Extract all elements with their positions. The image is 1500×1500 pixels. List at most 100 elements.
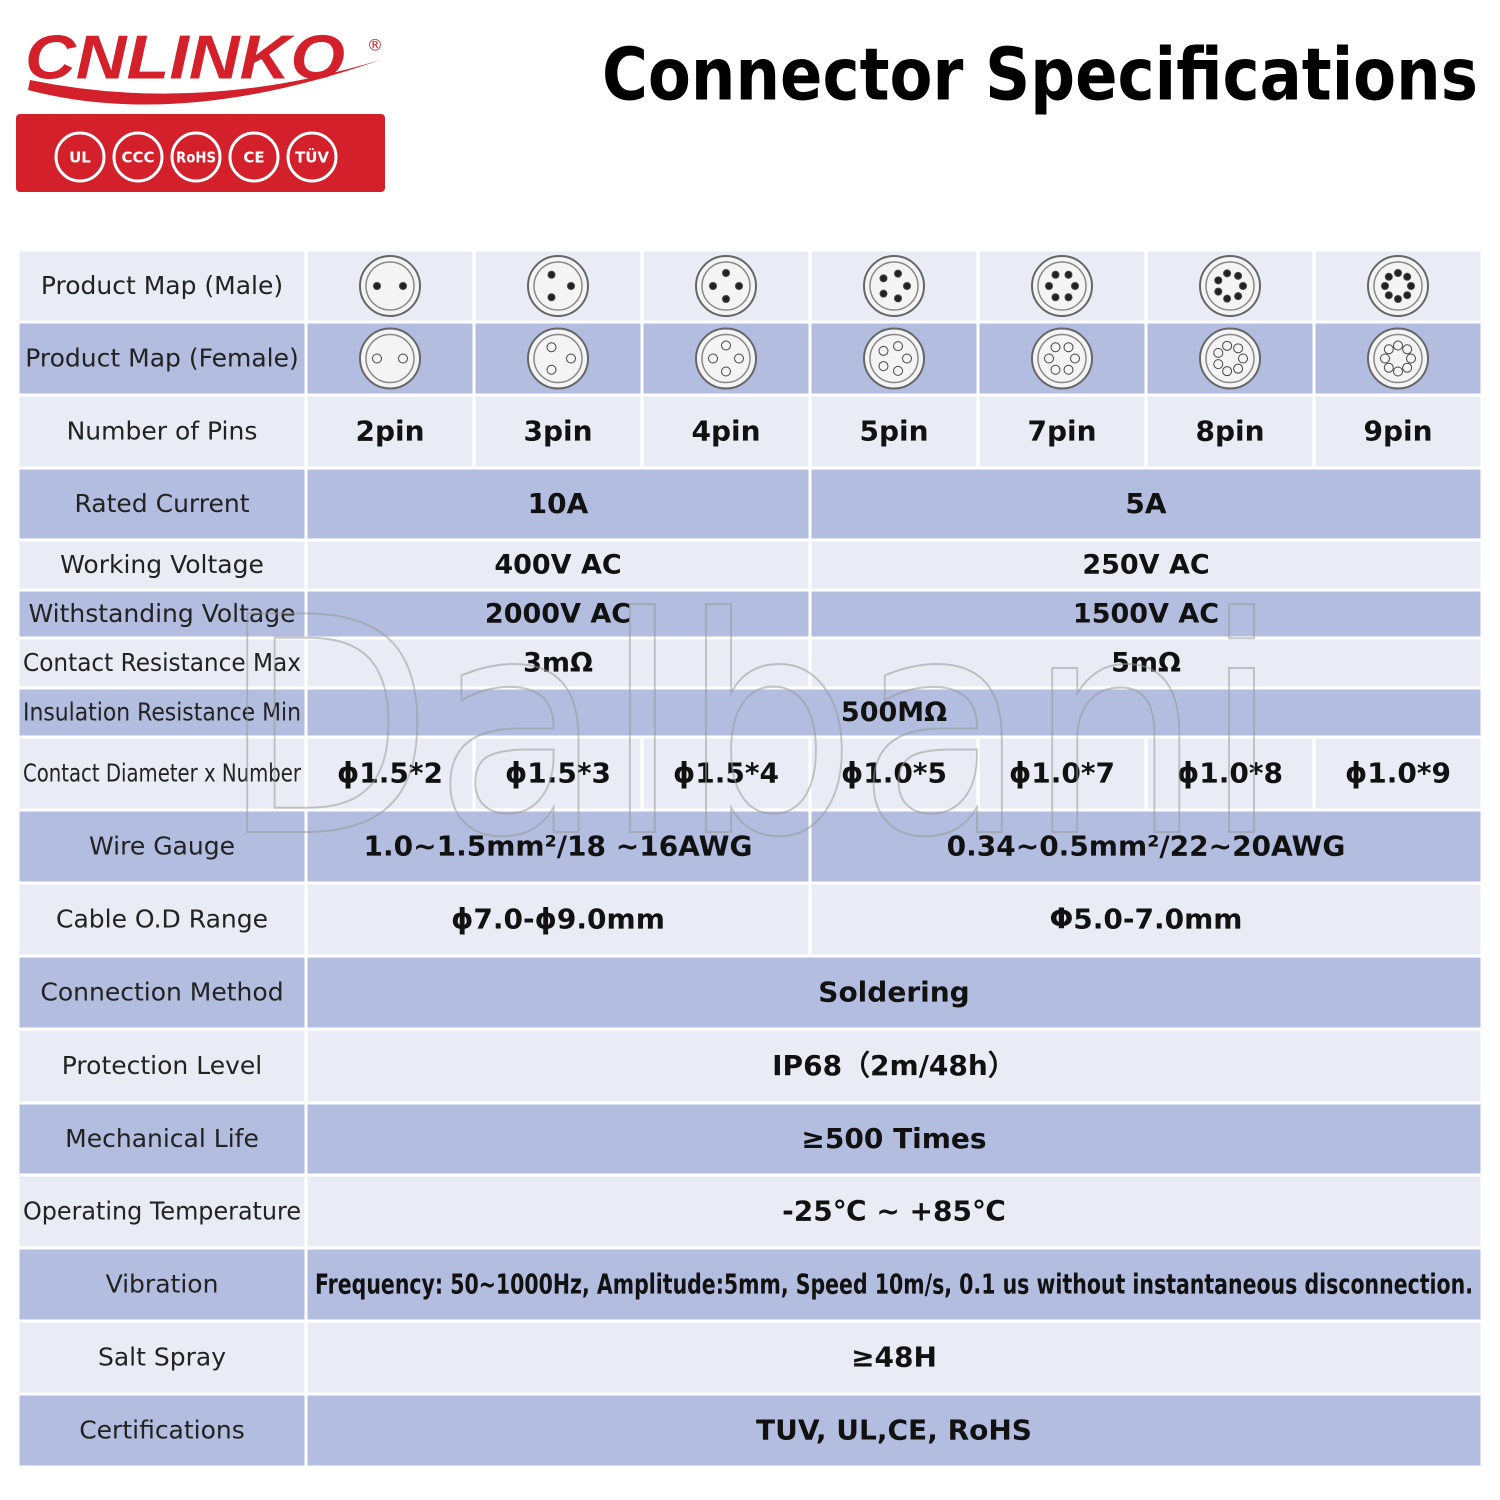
connector-outer xyxy=(863,327,925,390)
pin xyxy=(399,282,407,290)
pin xyxy=(1394,295,1402,303)
spec-table: Product Map (Male) Product Map (Female) Nu… xyxy=(16,248,1484,1469)
socket xyxy=(1402,344,1413,355)
logo: CNLINKO ® UL CCC RoHS CE TÜV xyxy=(16,23,385,192)
cell-value: 9pin xyxy=(1363,415,1432,448)
cell-value: 2000V AC xyxy=(485,599,631,630)
cert-ring xyxy=(112,131,164,183)
value-cell xyxy=(304,393,476,470)
row-label: Cable O.D Range xyxy=(56,905,268,934)
pin xyxy=(1223,294,1232,303)
connector-outer xyxy=(1031,255,1093,317)
pin xyxy=(1403,272,1412,281)
cell-value: ϕ1.5*4 xyxy=(673,757,779,790)
pin xyxy=(722,295,730,303)
cell-value: ϕ7.0-ϕ9.0mm xyxy=(451,903,665,936)
connector-inner xyxy=(1205,333,1255,384)
socket xyxy=(893,365,904,376)
value-cell xyxy=(304,954,1484,1031)
cell-value: 5pin xyxy=(859,415,928,448)
connector-outer xyxy=(359,255,421,317)
cell-value: 5A xyxy=(1125,487,1166,520)
socket xyxy=(1406,353,1416,364)
value-cell xyxy=(304,588,812,640)
connector-inner xyxy=(533,333,583,384)
cell-value: ϕ1.5*2 xyxy=(337,757,443,790)
cell-value: TUV, UL,CE, RoHS xyxy=(756,1414,1032,1447)
cell-value: 5mΩ xyxy=(1111,648,1181,679)
socket xyxy=(1380,353,1390,364)
pin xyxy=(903,282,911,290)
socket xyxy=(708,353,718,364)
row-label: Contact Resistance Max xyxy=(23,648,301,677)
socket xyxy=(1063,342,1074,353)
cert-label: RoHS xyxy=(176,149,216,167)
logo-mark: ® xyxy=(367,36,383,55)
cert-label: CCC xyxy=(121,149,154,167)
cell-value: 400V AC xyxy=(494,550,621,581)
socket xyxy=(721,366,731,377)
connector-outer xyxy=(1367,255,1429,317)
value-cell xyxy=(808,588,1484,640)
connector-inner xyxy=(365,261,415,311)
cell-value: Frequency: 50~1000Hz, Amplitude:5mm, Spe… xyxy=(315,1268,1473,1301)
row-label: Certifications xyxy=(79,1416,245,1445)
cell-value: Soldering xyxy=(818,976,969,1009)
logo-swoosh xyxy=(28,60,380,105)
socket xyxy=(1050,364,1061,375)
socket xyxy=(1070,353,1080,364)
socket xyxy=(1044,353,1054,364)
cell-value: ≥500 Times xyxy=(801,1122,986,1155)
row-label: Contact Diameter x Number xyxy=(23,759,302,788)
connector-outer xyxy=(1199,327,1261,390)
socket xyxy=(546,364,557,375)
connector-inner xyxy=(1037,261,1087,311)
connector-inner xyxy=(701,261,751,311)
cert-label: TÜV xyxy=(295,148,329,167)
cert-label: UL xyxy=(69,149,91,167)
label-cell xyxy=(16,636,308,690)
label-cell xyxy=(16,588,308,640)
connector-inner xyxy=(1205,261,1255,311)
cell-value: 1.0~1.5mm²/18 ~16AWG xyxy=(364,830,753,863)
row-label: Operating Temperature xyxy=(23,1197,301,1226)
cell-value: 250V AC xyxy=(1082,550,1209,581)
row-label: Number of Pins xyxy=(67,417,258,446)
connector-outer xyxy=(527,255,589,317)
connector-outer xyxy=(695,327,757,390)
cell-value: 7pin xyxy=(1027,415,1096,448)
pin xyxy=(1384,272,1393,281)
pin xyxy=(709,282,717,290)
cell-value: 500MΩ xyxy=(841,697,947,728)
label-cell xyxy=(16,808,308,885)
value-cell xyxy=(808,808,1484,885)
connector-inner xyxy=(365,333,415,384)
pin xyxy=(1223,269,1232,278)
pin xyxy=(1239,282,1247,290)
watermark: Dalbani xyxy=(220,554,1280,903)
value-cell xyxy=(304,808,812,885)
cell-value: ϕ1.0*7 xyxy=(1009,757,1115,790)
socket xyxy=(546,342,557,353)
connector-outer xyxy=(1367,327,1429,390)
pin xyxy=(1214,287,1223,296)
value-cell xyxy=(304,686,1484,739)
socket xyxy=(1222,366,1233,377)
cell-value: 8pin xyxy=(1195,415,1264,448)
pin xyxy=(735,282,743,290)
socket xyxy=(1063,364,1074,375)
pin xyxy=(373,282,381,290)
connector-outer xyxy=(527,327,589,390)
socket xyxy=(878,345,889,356)
socket xyxy=(1213,347,1224,358)
label-cell xyxy=(16,248,308,324)
cell-value: ≥48H xyxy=(851,1341,937,1374)
pin xyxy=(1064,270,1073,279)
row-label: Salt Spray xyxy=(98,1343,226,1372)
row-label: Protection Level xyxy=(62,1051,262,1080)
cert-ring xyxy=(228,131,280,183)
cert-icons: UL CCC RoHS CE TÜV xyxy=(54,131,338,183)
pin xyxy=(894,269,903,278)
pin xyxy=(1071,282,1079,290)
